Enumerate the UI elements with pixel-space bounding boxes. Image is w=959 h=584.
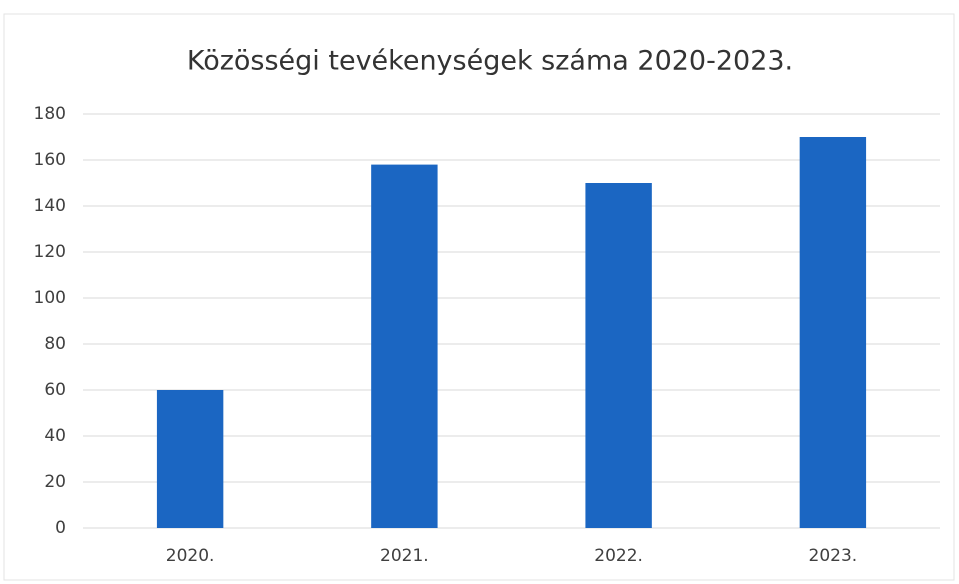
y-tick-label: 140 (34, 196, 66, 216)
bar (371, 164, 438, 528)
y-tick-label: 120 (34, 242, 66, 262)
x-tick-label: 2021. (380, 546, 429, 566)
bar (585, 183, 652, 528)
y-tick-label: 0 (55, 518, 66, 538)
y-tick-label: 40 (44, 426, 66, 446)
y-tick-label: 180 (34, 104, 66, 124)
y-tick-label: 100 (34, 288, 66, 308)
bar (156, 390, 224, 528)
x-tick-label: 2020. (166, 546, 215, 566)
y-tick-label: 80 (44, 334, 66, 354)
chart-title: Közösségi tevékenységek száma 2020-2023. (187, 46, 793, 77)
x-tick-label: 2023. (809, 546, 858, 566)
y-tick-label: 20 (44, 472, 66, 492)
x-tick-label: 2022. (594, 546, 643, 566)
y-tick-label: 60 (44, 380, 66, 400)
bar (799, 137, 867, 528)
y-tick-label: 160 (34, 150, 66, 170)
